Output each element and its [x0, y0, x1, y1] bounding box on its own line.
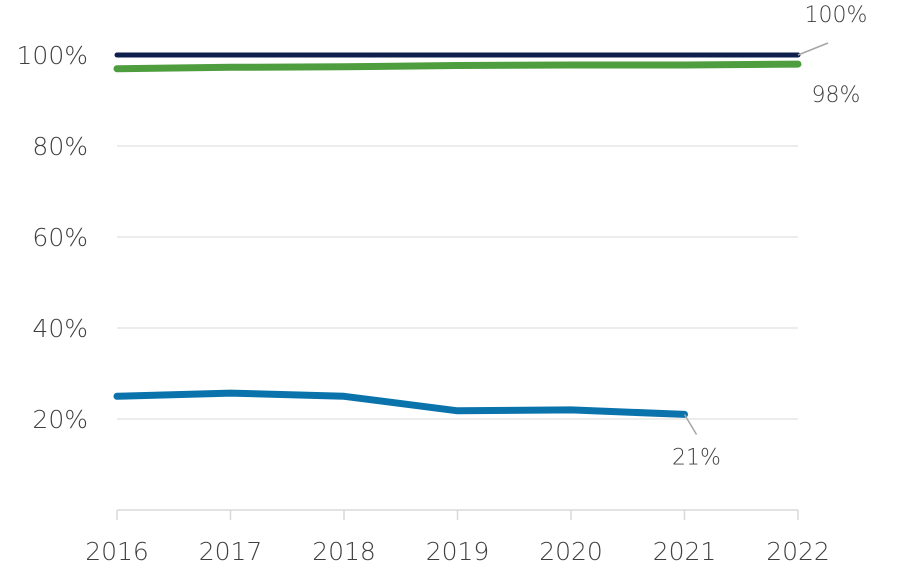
- y-tick-label: 60%: [32, 223, 88, 252]
- x-tick-label: 2022: [766, 537, 830, 566]
- data-label: 21%: [672, 445, 721, 470]
- data-label: 100%: [805, 3, 868, 28]
- x-tick-label: 2018: [312, 537, 376, 566]
- data-label: 98%: [812, 83, 861, 108]
- x-tick-label: 2021: [653, 537, 717, 566]
- y-tick-label: 40%: [32, 314, 88, 343]
- series-line-2: [113, 389, 688, 418]
- annotation-leader: [797, 42, 829, 56]
- x-tick-label: 2016: [85, 537, 149, 566]
- x-tick-label: 2017: [199, 537, 263, 566]
- x-tick-label: 2019: [426, 537, 490, 566]
- y-tick-label: 20%: [32, 405, 88, 434]
- annotation-leader: [683, 414, 698, 435]
- x-tick-label: 2020: [539, 537, 603, 566]
- y-tick-label: 100%: [17, 41, 88, 70]
- y-tick-label: 80%: [32, 132, 88, 161]
- series-line-1: [113, 60, 802, 73]
